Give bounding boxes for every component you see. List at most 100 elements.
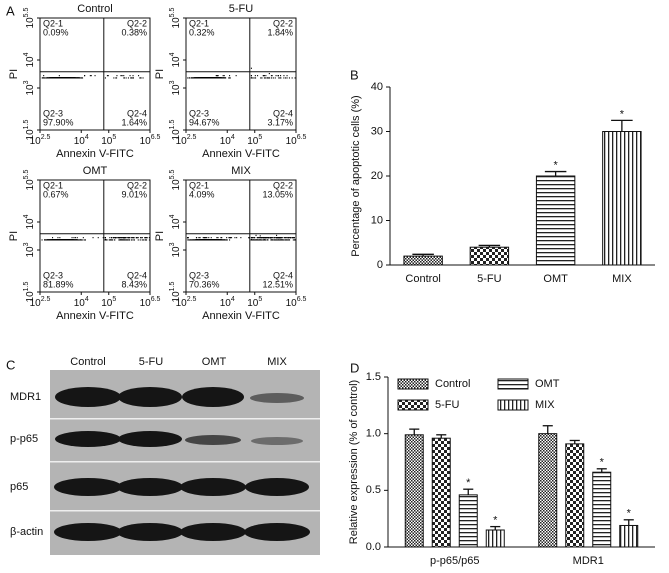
event-dot [112,237,114,239]
event-dot [229,75,231,77]
panel-label: A [6,3,15,18]
event-dot [222,75,224,77]
tick-base: 10 [171,179,182,191]
tick-label: 106.5 [140,296,161,309]
event-dot [144,237,146,239]
event-dot [110,239,112,241]
event-dot [69,77,71,79]
legend-label: OMT [535,378,560,390]
event-dot [42,77,44,79]
event-dot [196,239,198,241]
event-dot [141,237,143,239]
event-dot [120,75,122,77]
event-dot [123,75,125,77]
band [180,523,246,541]
tick-label: 104 [220,134,235,147]
event-dot [208,237,210,239]
tick-base: 10 [220,298,232,309]
event-dot [50,239,52,241]
event-dot [257,239,259,241]
event-dots [41,75,144,79]
band [251,437,303,445]
row-label: β-actin [10,526,43,538]
event-dot [78,239,80,241]
event-dot [130,77,132,79]
event-dot [46,239,48,241]
tick-label: 101.5 [23,281,36,302]
event-dot [280,75,282,77]
event-dot [229,77,231,79]
event-dot [192,239,194,241]
event-dot [278,239,280,241]
event-dot [74,77,76,79]
event-dot [197,77,199,79]
event-dot [267,237,269,239]
event-dot [113,239,115,241]
bar [538,433,558,548]
event-dot [274,239,276,241]
event-dot [266,237,268,239]
event-dot [53,77,55,79]
tick-exponent: 5.5 [169,7,176,17]
western-blot [50,370,320,555]
plot-title: Control [77,3,112,15]
event-dot [253,239,255,241]
event-dot [131,237,133,239]
quadrant-value: 12.51% [262,279,293,289]
tick-label: 104 [74,134,89,147]
event-dot [136,237,138,239]
band [54,523,122,541]
plot-frame [185,17,297,131]
event-dot [49,239,51,241]
event-dot [217,237,219,239]
event-dot [289,239,291,241]
event-dot [205,237,207,239]
tick-label: 104 [74,296,89,309]
event-dot [70,77,72,79]
event-dot [220,237,222,239]
axis-label: PI [154,69,166,79]
event-dot [70,77,72,79]
event-dot [116,75,118,77]
event-dot [279,77,281,79]
tick-base: 10 [247,136,259,147]
event-dot [223,239,225,241]
axis-label: PI [154,231,166,241]
tick-base: 10 [25,84,36,96]
legend-swatch [397,378,429,390]
tick-label: 101.5 [169,281,182,302]
event-dot [74,237,76,239]
y-tick-label: 1.5 [366,371,381,383]
event-dot [280,77,282,79]
event-dot [121,75,123,77]
quadrant-value: 0.32% [189,27,215,37]
x-tick-label: OMT [543,273,568,285]
tick-label: 106.5 [286,296,307,309]
event-dot [138,75,140,77]
event-dot [211,77,213,79]
event-dot [204,239,206,241]
y-tick-label: 0 [377,259,383,271]
event-dot [45,77,47,79]
event-dot [52,237,54,239]
event-dot [268,73,270,75]
event-dot [144,239,146,241]
event-dots [187,67,296,79]
event-dot [142,239,144,241]
event-dot [218,77,220,79]
event-dot [264,239,266,241]
event-dot [286,75,288,77]
event-dot [219,77,221,79]
event-dot [215,75,217,77]
event-dot [288,237,290,239]
tick-base: 10 [286,136,298,147]
event-dot [286,239,288,241]
event-dot [276,237,278,239]
band [54,478,122,496]
blot-separator [50,510,320,512]
event-dot [56,239,58,241]
event-dot [56,77,58,79]
event-dot [285,239,287,241]
event-dot [139,77,141,79]
tick-label: 102.5 [176,296,197,309]
